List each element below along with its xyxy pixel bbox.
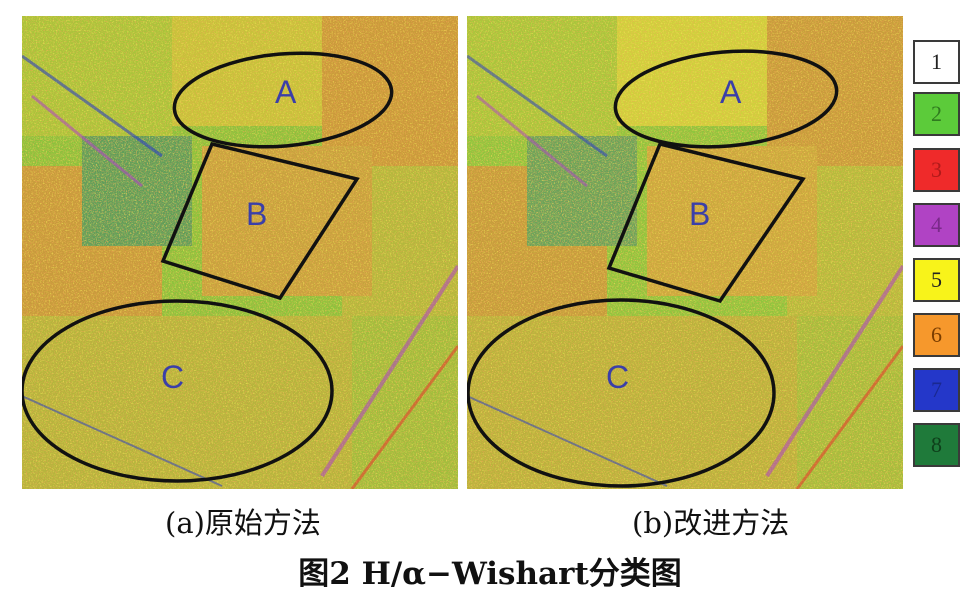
legend-box-1: 1 (913, 40, 960, 84)
region-label-a: A (720, 74, 742, 110)
figure-title: 图2 H/α−Wishart分类图 (298, 556, 682, 592)
caption-original-method: (a)原始方法 (165, 506, 321, 540)
legend-label-8: 8 (931, 432, 942, 457)
region-label-c: C (606, 359, 630, 395)
region-label-b: B (689, 196, 711, 232)
region-label-b: B (246, 196, 268, 232)
legend-box-3: 3 (913, 148, 960, 192)
region-label-a: A (275, 74, 297, 110)
legend-label-1: 1 (931, 49, 942, 74)
classification-image-b (467, 16, 903, 489)
legend-box-7: 7 (913, 368, 960, 412)
legend-box-6: 6 (913, 313, 960, 357)
legend-label-6: 6 (931, 322, 942, 347)
classification-image-a (22, 16, 458, 489)
legend-label-2: 2 (931, 101, 942, 126)
caption-improved-method: (b)改进方法 (632, 506, 790, 540)
classification-map-improved: A B C (467, 16, 903, 489)
classification-map-original: A B C (22, 16, 458, 489)
legend-label-4: 4 (931, 212, 942, 237)
legend-box-5: 5 (913, 258, 960, 302)
region-label-c: C (161, 359, 185, 395)
legend-label-3: 3 (931, 157, 942, 182)
legend-label-7: 7 (931, 377, 942, 402)
legend-box-4: 4 (913, 203, 960, 247)
legend-box-8: 8 (913, 423, 960, 467)
legend-box-2: 2 (913, 92, 960, 136)
legend-label-5: 5 (931, 267, 942, 292)
